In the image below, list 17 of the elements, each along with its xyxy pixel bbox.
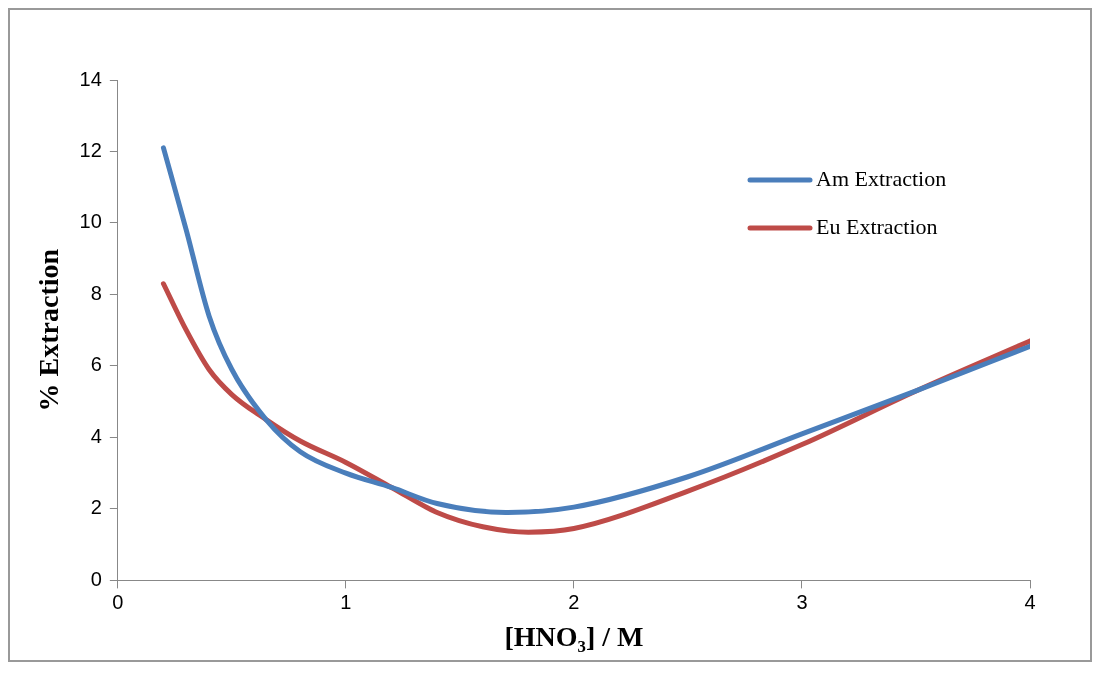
x-tick-label: 2 [568, 590, 580, 613]
x-tick-label: 3 [796, 590, 808, 613]
y-tick-label: 2 [90, 496, 102, 519]
y-tick-label: 10 [79, 210, 102, 233]
x-tick-label: 1 [340, 590, 352, 613]
legend-label: Am Extraction [816, 165, 947, 191]
y-tick-label: 0 [90, 567, 102, 590]
x-tick-label: 4 [1024, 590, 1036, 613]
y-tick-label: 8 [90, 281, 102, 304]
x-axis-title: [HNO₃] / M [504, 621, 644, 653]
y-axis-title: % Extraction [33, 248, 65, 412]
x-tick-label: 0 [112, 590, 124, 613]
y-tick-label: 6 [90, 353, 102, 376]
y-tick-label: 12 [79, 139, 102, 161]
y-tick-label: 14 [79, 67, 102, 90]
y-tick-label: 4 [90, 424, 102, 447]
legend-label: Eu Extraction [816, 213, 938, 239]
